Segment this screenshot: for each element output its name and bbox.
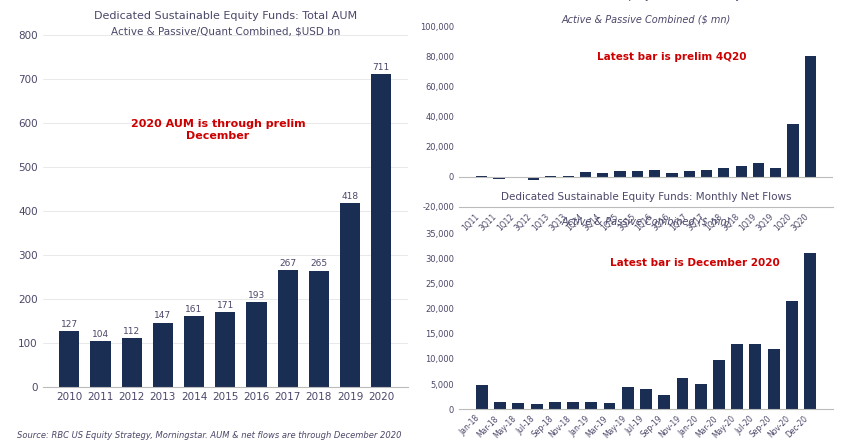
Bar [340, 203, 360, 387]
Bar [246, 302, 267, 387]
Bar [750, 344, 762, 409]
Bar [640, 389, 652, 409]
Text: 418: 418 [342, 192, 359, 201]
Text: Active & Passive/Quant Combined, $USD bn: Active & Passive/Quant Combined, $USD bn [110, 27, 340, 37]
Text: Latest bar is prelim 4Q20: Latest bar is prelim 4Q20 [598, 52, 747, 62]
Bar [683, 171, 695, 177]
Bar [753, 163, 764, 177]
Bar [604, 403, 615, 409]
Bar [804, 253, 816, 409]
Bar [666, 173, 677, 177]
Bar [632, 172, 643, 177]
Bar [567, 402, 579, 409]
Text: 127: 127 [60, 320, 78, 329]
Bar [153, 323, 173, 387]
Text: Source: RBC US Equity Strategy, Morningstar. AUM & net flows are through Decembe: Source: RBC US Equity Strategy, Mornings… [17, 431, 401, 440]
Bar [90, 341, 110, 387]
Text: 265: 265 [310, 260, 327, 268]
Bar [735, 166, 747, 177]
Bar [371, 74, 391, 387]
Bar [493, 177, 505, 179]
Bar [649, 170, 660, 177]
Text: 171: 171 [217, 301, 234, 310]
Bar [805, 56, 816, 177]
Bar [545, 176, 557, 177]
Bar [597, 173, 609, 177]
Text: 147: 147 [155, 312, 172, 320]
Bar [786, 301, 798, 409]
Bar [513, 403, 524, 409]
Text: 161: 161 [185, 305, 202, 314]
Bar [701, 170, 712, 177]
Bar [658, 395, 670, 409]
Bar [768, 349, 779, 409]
Text: 112: 112 [123, 327, 140, 336]
Text: Dedicated Sustainable Equity Funds: Quarterly Net Flows: Dedicated Sustainable Equity Funds: Quar… [496, 0, 796, 1]
Bar [731, 344, 743, 409]
Bar [528, 177, 539, 180]
Bar [615, 171, 626, 177]
Bar [60, 331, 79, 387]
Bar [184, 316, 204, 387]
Bar [694, 384, 706, 409]
Bar [713, 360, 725, 409]
Bar [586, 402, 598, 409]
Text: 267: 267 [279, 259, 296, 268]
Bar [549, 402, 561, 409]
Bar [309, 271, 329, 387]
Bar [476, 385, 488, 409]
Bar [718, 169, 729, 177]
Text: 104: 104 [92, 330, 109, 339]
Bar [122, 338, 142, 387]
Bar [530, 404, 542, 409]
Text: Dedicated Sustainable Equity Funds: Total AUM: Dedicated Sustainable Equity Funds: Tota… [94, 11, 357, 21]
Text: Active & Passive Combined ($ mn): Active & Passive Combined ($ mn) [561, 216, 731, 226]
Bar [677, 378, 688, 409]
Text: 193: 193 [248, 291, 265, 300]
Text: Dedicated Sustainable Equity Funds: Monthly Net Flows: Dedicated Sustainable Equity Funds: Mont… [501, 191, 791, 202]
Bar [494, 402, 506, 409]
Bar [580, 172, 591, 177]
Bar [770, 168, 781, 177]
Text: 2020 AUM is through prelim
December: 2020 AUM is through prelim December [131, 119, 305, 141]
Text: 711: 711 [372, 63, 390, 72]
Bar [215, 312, 235, 387]
Text: Latest bar is December 2020: Latest bar is December 2020 [609, 258, 779, 268]
Bar [277, 270, 298, 387]
Text: Active & Passive Combined ($ mn): Active & Passive Combined ($ mn) [561, 15, 731, 25]
Bar [622, 387, 634, 409]
Bar [787, 124, 799, 177]
